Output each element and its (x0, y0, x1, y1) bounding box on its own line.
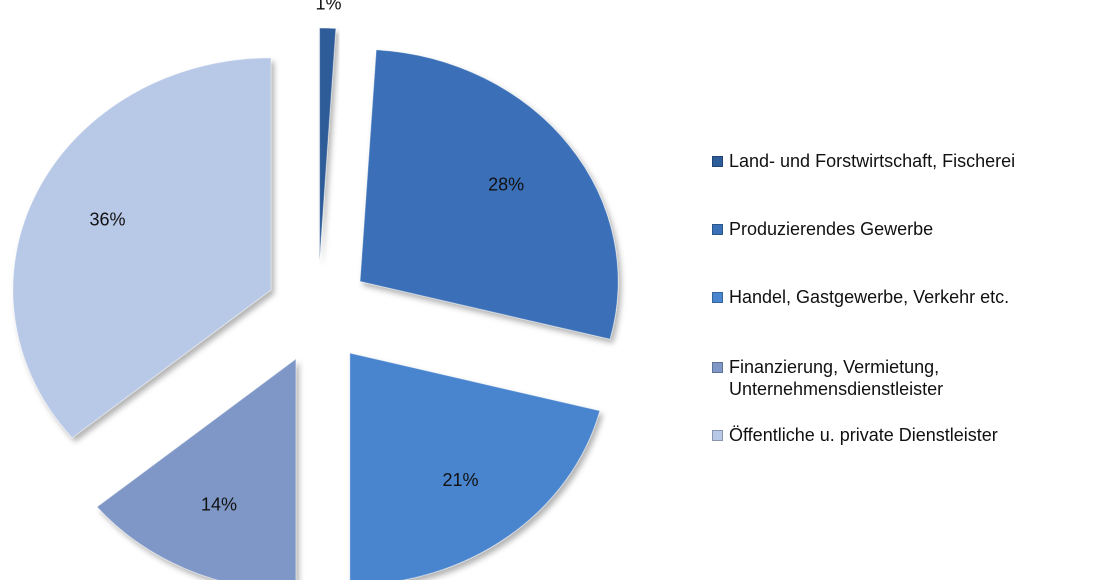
legend-swatch (712, 362, 723, 373)
pie-slice (359, 49, 619, 340)
legend-item: Produzierendes Gewerbe (712, 218, 933, 240)
legend-swatch (712, 292, 723, 303)
data-label: 1% (316, 0, 342, 14)
legend-swatch (712, 430, 723, 441)
legend-label: Finanzierung, Vermietung, Unternehmensdi… (729, 357, 944, 399)
legend-label: Handel, Gastgewerbe, Verkehr etc. (729, 287, 1010, 307)
legend-label: Öffentliche u. private Dienstleister (729, 425, 998, 445)
pie-slice (96, 358, 297, 580)
legend-item: Finanzierung, Vermietung, Unternehmensdi… (712, 356, 943, 400)
data-label: 36% (90, 209, 126, 229)
legend-item: Öffentliche u. private Dienstleister (712, 424, 998, 446)
legend-label: Produzierendes Gewerbe (729, 219, 934, 239)
data-label: 28% (488, 175, 524, 195)
pie-slice (12, 57, 272, 439)
chart: 1% 28% 21% 14% 36% (12, 0, 619, 580)
legend-item: Handel, Gastgewerbe, Verkehr etc. (712, 286, 1009, 308)
data-label: 21% (443, 470, 479, 490)
legend-label: Land- und Forstwirtschaft, Fischerei (729, 151, 1016, 171)
pie-slice (319, 27, 337, 261)
pie-slice (349, 352, 601, 580)
data-label: 14% (201, 495, 237, 515)
legend-swatch (712, 224, 723, 235)
legend-item: Land- und Forstwirtschaft, Fischerei (712, 150, 1015, 172)
legend-swatch (712, 156, 723, 167)
